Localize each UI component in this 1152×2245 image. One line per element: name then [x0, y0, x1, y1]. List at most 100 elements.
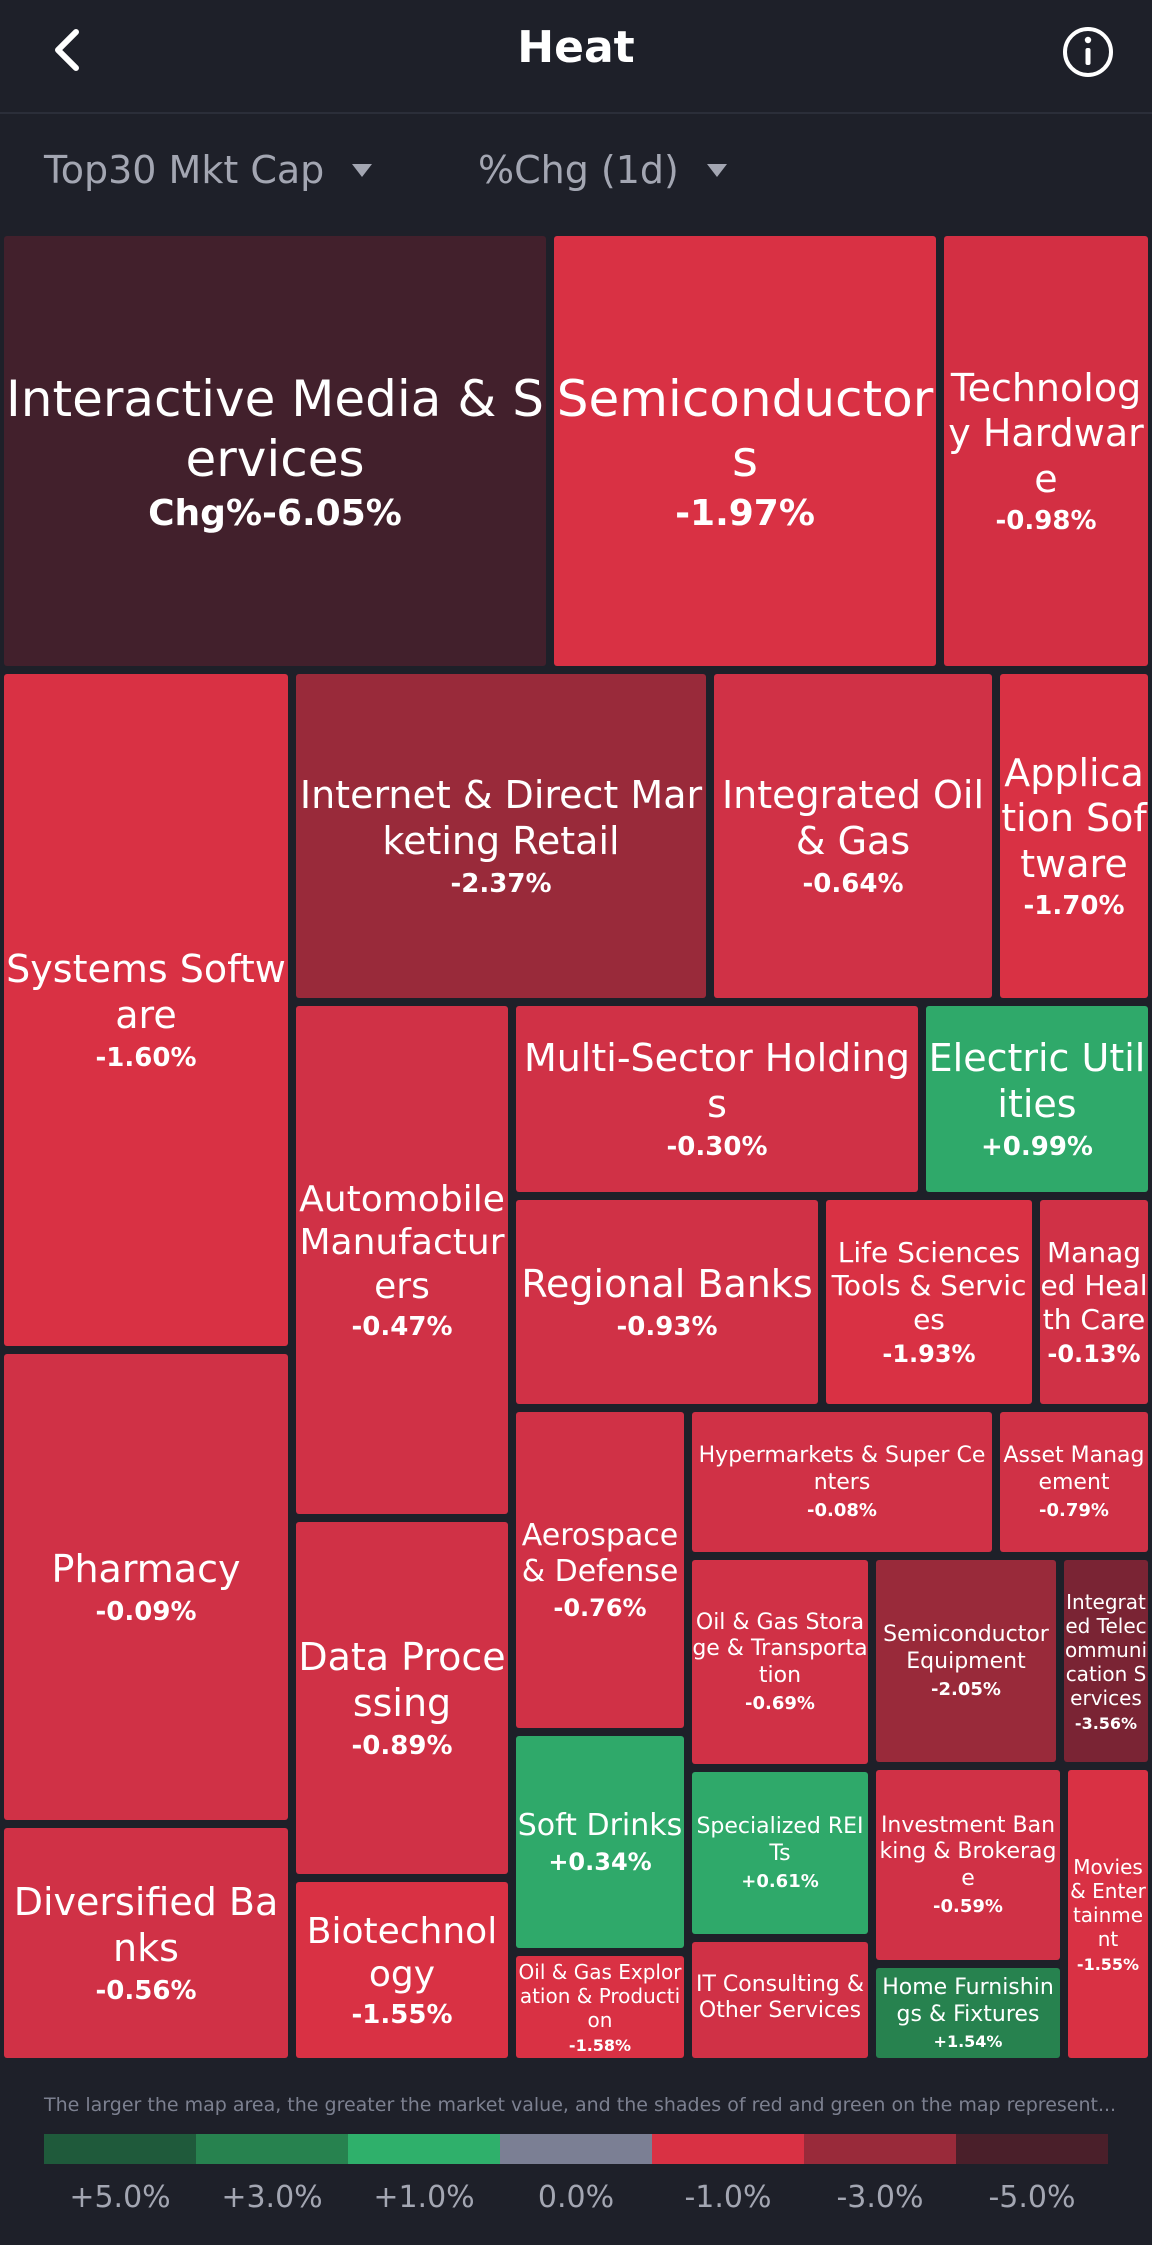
tile-change: +0.61% [741, 1870, 819, 1892]
tile-change: -0.59% [933, 1896, 1003, 1918]
tile-change: +1.54% [933, 2031, 1003, 2051]
tile-data-processing[interactable]: Data Processing -0.89% [296, 1522, 508, 1874]
page-title: Heat [517, 22, 635, 73]
tile-it-consulting[interactable]: IT Consulting & Other Services [692, 1942, 868, 2058]
tile-technology-hardware[interactable]: Technology Hardware -0.98% [944, 236, 1148, 666]
tile-name: Internet & Direct Marketing Retail [299, 773, 703, 863]
tile-change: -0.89% [351, 1730, 453, 1761]
tile-change: +0.99% [981, 1131, 1093, 1162]
caret-down-icon [706, 163, 727, 177]
metric-dropdown[interactable]: %Chg (1d) [478, 148, 727, 192]
tile-specialized-reits[interactable]: Specialized REITs +0.61% [692, 1772, 868, 1934]
tile-oil-gas-exploration[interactable]: Oil & Gas Exploration & Production -1.58… [516, 1956, 684, 2058]
tile-diversified-banks[interactable]: Diversified Banks -0.56% [4, 1828, 288, 2058]
tile-change: -0.09% [95, 1596, 197, 1627]
tile-oil-gas-storage[interactable]: Oil & Gas Storage & Transportation -0.69… [692, 1560, 868, 1764]
heat-treemap: Interactive Media & Services Chg%-6.05% … [0, 232, 1152, 2058]
tile-change: -0.76% [553, 1594, 647, 1622]
tile-name: Oil & Gas Exploration & Production [518, 1959, 682, 2032]
tile-change: -0.13% [1047, 1340, 1141, 1369]
info-circle-icon [1063, 27, 1113, 77]
tile-electric-utilities[interactable]: Electric Utilities +0.99% [926, 1006, 1148, 1192]
tile-name: Semiconductors [556, 369, 934, 488]
legend-swatch [956, 2134, 1108, 2164]
tile-change: -1.60% [95, 1042, 197, 1073]
tile-asset-management[interactable]: Asset Management -0.79% [1000, 1412, 1148, 1552]
tile-name: Soft Drinks [517, 1808, 683, 1843]
tile-systems-software[interactable]: Systems Software -1.60% [4, 674, 288, 1346]
tile-change: Chg%-6.05% [148, 492, 402, 534]
tile-pharmacy[interactable]: Pharmacy -0.09% [4, 1354, 288, 1820]
tile-change: -1.55% [1076, 1954, 1140, 1974]
legend-swatch [804, 2134, 956, 2164]
legend-swatch [500, 2134, 652, 2164]
tile-change: -1.97% [675, 492, 815, 534]
tile-name: Multi-Sector Holdings [523, 1036, 911, 1126]
tile-change: -1.93% [882, 1340, 976, 1369]
metric-label: %Chg (1d) [478, 148, 679, 192]
tile-semiconductor-equipment[interactable]: Semiconductor Equipment -2.05% [876, 1560, 1056, 1762]
tile-name: Automobile Manufacturers [299, 1179, 505, 1307]
info-button[interactable] [1060, 24, 1116, 80]
tile-application-software[interactable]: Application Software -1.70% [1000, 674, 1148, 998]
legend-label: +5.0% [69, 2180, 171, 2215]
tile-managed-health-care[interactable]: Managed Health Care -0.13% [1040, 1200, 1148, 1404]
tile-soft-drinks[interactable]: Soft Drinks +0.34% [516, 1736, 684, 1948]
tile-investment-banking[interactable]: Investment Banking & Brokerage -0.59% [876, 1770, 1060, 1960]
tile-name: Electric Utilities [928, 1036, 1146, 1126]
tile-name: Pharmacy [51, 1547, 241, 1592]
tile-semiconductors[interactable]: Semiconductors -1.97% [554, 236, 936, 666]
tile-change: +0.34% [548, 1848, 652, 1876]
tile-movies-entertainment[interactable]: Movies & Entertainment -1.55% [1068, 1770, 1148, 2058]
tile-integrated-oil-gas[interactable]: Integrated Oil & Gas -0.64% [714, 674, 992, 998]
top-bar: Heat [0, 0, 1152, 114]
tile-biotechnology[interactable]: Biotechnology -1.55% [296, 1882, 508, 2058]
tile-name: Hypermarkets & Super Centers [698, 1443, 986, 1495]
tile-name: Semiconductor Equipment [883, 1622, 1049, 1674]
tile-regional-banks[interactable]: Regional Banks -0.93% [516, 1200, 818, 1404]
legend-label: 0.0% [537, 2180, 615, 2215]
tile-name: Asset Management [1003, 1443, 1145, 1495]
back-button[interactable] [40, 20, 100, 80]
tile-name: Biotechnology [306, 1910, 498, 1995]
tile-name: Integrated Oil & Gas [721, 773, 985, 863]
tile-change: -1.58% [568, 2035, 632, 2055]
legend-label: +1.0% [373, 2180, 475, 2215]
legend-swatch [652, 2134, 804, 2164]
tile-home-furnishings[interactable]: Home Furnishings & Fixtures +1.54% [876, 1968, 1060, 2058]
tile-internet-direct-marketing[interactable]: Internet & Direct Marketing Retail -2.37… [296, 674, 706, 998]
tile-change: -0.79% [1039, 1499, 1109, 1521]
tile-interactive-media[interactable]: Interactive Media & Services Chg%-6.05% [4, 236, 546, 666]
tile-life-sciences[interactable]: Life Sciences Tools & Services -1.93% [826, 1200, 1032, 1404]
tile-name: Home Furnishings & Fixtures [882, 1975, 1054, 2027]
tile-change: -0.69% [745, 1693, 815, 1715]
caret-down-icon [352, 163, 373, 177]
tile-name: Oil & Gas Storage & Transportation [692, 1609, 868, 1688]
tile-name: Investment Banking & Brokerage [879, 1812, 1057, 1891]
filter-bar: Top30 Mkt Cap %Chg (1d) [0, 112, 1152, 232]
tile-multi-sector-holdings[interactable]: Multi-Sector Holdings -0.30% [516, 1006, 918, 1192]
tile-change: -0.08% [807, 1499, 877, 1521]
tile-name: Aerospace & Defense [521, 1518, 679, 1589]
tile-change: -0.64% [802, 868, 904, 899]
tile-change: -3.56% [1074, 1713, 1138, 1733]
market-cap-dropdown[interactable]: Top30 Mkt Cap [44, 148, 373, 192]
tile-integrated-telecom[interactable]: Integrated Telecommunication Services -3… [1064, 1560, 1148, 1762]
tile-name: Technology Hardware [948, 365, 1144, 501]
tile-change: -1.70% [1023, 891, 1125, 922]
legend-label: +3.0% [221, 2180, 323, 2215]
tile-automobile-manufacturers[interactable]: Automobile Manufacturers -0.47% [296, 1006, 508, 1514]
legend-label: -5.0% [988, 2180, 1076, 2215]
tile-name: Diversified Banks [13, 1880, 279, 1970]
tile-name: Regional Banks [521, 1262, 813, 1307]
legend-note: The larger the map area, the greater the… [44, 2094, 1117, 2116]
tile-name: IT Consulting & Other Services [696, 1971, 864, 2023]
legend-label: -1.0% [684, 2180, 772, 2215]
tile-hypermarkets[interactable]: Hypermarkets & Super Centers -0.08% [692, 1412, 992, 1552]
tile-name: Interactive Media & Services [6, 369, 544, 488]
tile-name: Managed Health Care [1040, 1235, 1148, 1336]
tile-name: Movies & Entertainment [1070, 1854, 1146, 1951]
tile-change: -0.56% [95, 1975, 197, 2006]
tile-aerospace-defense[interactable]: Aerospace & Defense -0.76% [516, 1412, 684, 1728]
tile-change: -1.55% [351, 2000, 453, 2031]
